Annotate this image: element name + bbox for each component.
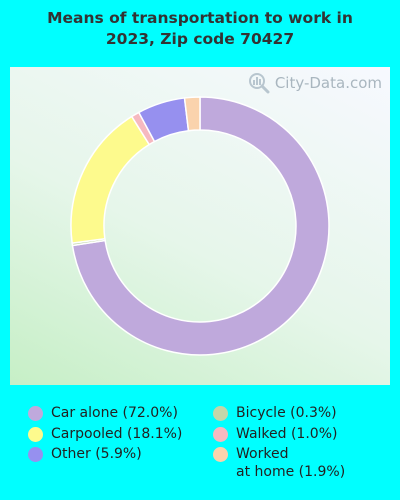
watermark-text: City-Data.com — [274, 74, 382, 92]
chart-title-line-2: 2023, Zip code 70427 — [105, 30, 295, 48]
magnifier-icon — [248, 73, 270, 94]
donut-slice-0 — [71, 96, 330, 356]
watermark: City-Data.com — [248, 72, 382, 94]
chart-title-line-1: Means of transportation to work in — [47, 9, 353, 27]
donut-slice-5 — [183, 96, 201, 132]
chart-title: Means of transportation to work in 2023,… — [0, 8, 400, 50]
donut-slice-2 — [70, 115, 151, 244]
